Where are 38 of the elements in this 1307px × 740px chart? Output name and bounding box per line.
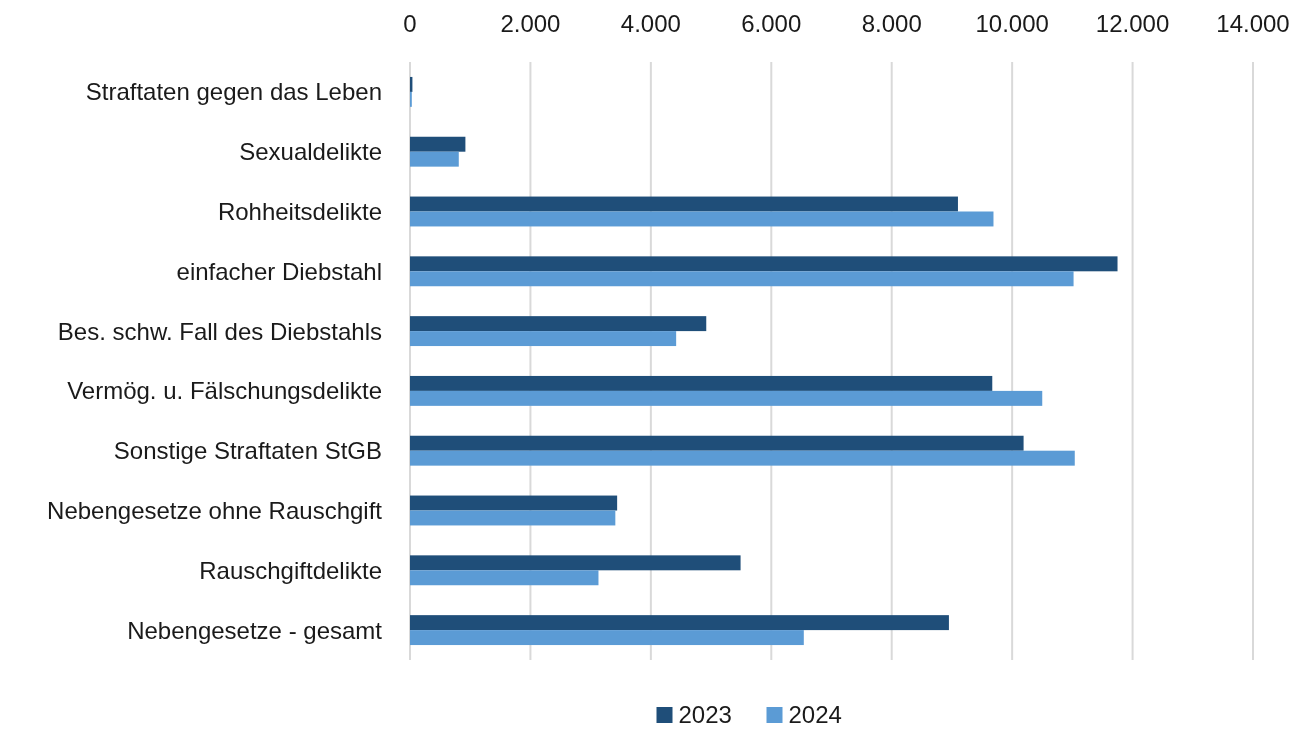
- x-tick-label: 0: [403, 10, 417, 37]
- x-tick-label: 8.000: [861, 10, 922, 37]
- y-tick-label: Rauschgiftdelikte: [199, 556, 382, 584]
- y-tick-label: Vermög. u. Fälschungsdelikte: [67, 377, 382, 405]
- y-tick-label: einfacher Diebstahl: [176, 257, 382, 285]
- bar: [410, 570, 599, 586]
- bar: [410, 211, 994, 227]
- bar: [410, 331, 677, 347]
- bar: [410, 630, 804, 646]
- y-tick-label: Sonstige Straftaten StGB: [113, 437, 382, 465]
- y-tick-label: Straftaten gegen das Leben: [85, 78, 382, 106]
- x-tick-label: 14.000: [1216, 10, 1290, 37]
- x-tick-label: 2.000: [500, 10, 561, 37]
- bar: [410, 435, 1024, 451]
- x-tick-label: 12.000: [1095, 10, 1170, 37]
- bar: [410, 555, 741, 571]
- y-tick-label: Rohheitsdelikte: [217, 197, 382, 225]
- bar: [410, 615, 949, 631]
- bar: [410, 375, 993, 391]
- legend-label: 2023: [678, 701, 732, 729]
- y-tick-label: Bes. schw. Fall des Diebstahls: [57, 317, 382, 345]
- y-tick-label: Nebengesetze ohne Rauschgift: [47, 496, 383, 524]
- x-tick-label: 4.000: [620, 10, 681, 37]
- y-tick-label: Sexualdelikte: [239, 138, 382, 166]
- bar: [410, 495, 618, 511]
- bar: [410, 256, 1118, 272]
- bar: [410, 510, 616, 526]
- bar: [410, 450, 1075, 466]
- bar: [410, 390, 1043, 406]
- bar: [410, 316, 707, 332]
- legend-label: 2024: [788, 701, 842, 729]
- bar: [410, 196, 958, 212]
- x-tick-label: 10.000: [975, 10, 1049, 37]
- y-tick-label: Nebengesetze - gesamt: [127, 616, 383, 644]
- bar: [410, 136, 466, 152]
- x-tick-label: 6.000: [741, 10, 802, 37]
- bar: [410, 271, 1074, 287]
- bar: [410, 151, 459, 167]
